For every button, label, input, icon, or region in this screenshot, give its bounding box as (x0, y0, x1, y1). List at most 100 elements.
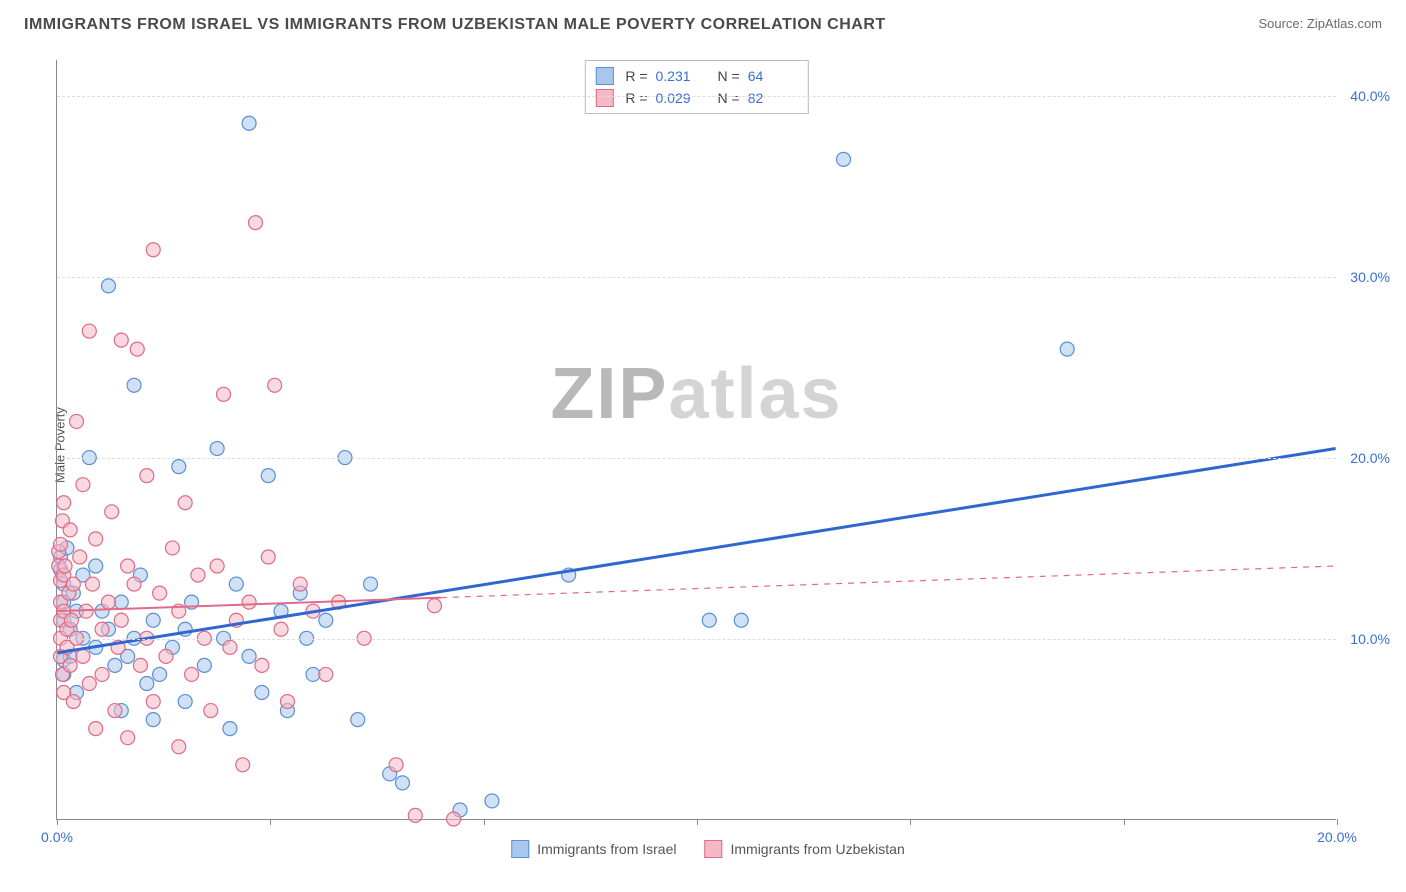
data-point (108, 704, 122, 718)
data-point (427, 599, 441, 613)
y-tick-label: 40.0% (1350, 88, 1390, 104)
legend-swatch (595, 89, 613, 107)
chart-source: Source: ZipAtlas.com (1258, 16, 1382, 31)
n-label: N = (718, 90, 740, 106)
gridline (57, 639, 1336, 640)
data-point (236, 758, 250, 772)
data-point (395, 776, 409, 790)
gridline (57, 96, 1336, 97)
data-point (306, 667, 320, 681)
legend-label: Immigrants from Uzbekistan (730, 841, 904, 857)
legend-swatch (704, 840, 722, 858)
data-point (165, 541, 179, 555)
data-point (89, 559, 103, 573)
data-point (130, 342, 144, 356)
data-point (57, 496, 71, 510)
data-point (351, 713, 365, 727)
data-point (73, 550, 87, 564)
x-tick-label: 20.0% (1317, 829, 1357, 845)
n-label: N = (718, 68, 740, 84)
data-point (364, 577, 378, 591)
data-point (191, 568, 205, 582)
plot-svg (57, 60, 1336, 819)
data-point (153, 586, 167, 600)
data-point (229, 577, 243, 591)
legend-label: Immigrants from Israel (537, 841, 676, 857)
data-point (66, 577, 80, 591)
trend-line (57, 449, 1335, 653)
n-value: 64 (748, 68, 798, 84)
x-tick (1124, 819, 1125, 825)
x-tick-label: 0.0% (41, 829, 73, 845)
data-point (63, 523, 77, 537)
r-value: 0.231 (656, 68, 706, 84)
data-point (140, 469, 154, 483)
data-point (64, 613, 78, 627)
chart-header: IMMIGRANTS FROM ISRAEL VS IMMIGRANTS FRO… (0, 0, 1406, 42)
plot-region: ZIPatlas R =0.231N =64R =0.029N =82 10.0… (56, 60, 1336, 820)
data-point (76, 649, 90, 663)
data-point (274, 622, 288, 636)
gridline (57, 458, 1336, 459)
data-point (319, 667, 333, 681)
data-point (485, 794, 499, 808)
data-point (178, 695, 192, 709)
data-point (146, 613, 160, 627)
data-point (86, 577, 100, 591)
data-point (319, 613, 333, 627)
x-tick (270, 819, 271, 825)
legend-item: Immigrants from Israel (511, 840, 676, 858)
data-point (146, 243, 160, 257)
n-value: 82 (748, 90, 798, 106)
data-point (1060, 342, 1074, 356)
data-point (159, 649, 173, 663)
legend-row: R = 0.029 N = 82 (595, 87, 797, 109)
data-point (408, 808, 422, 822)
data-point (261, 550, 275, 564)
gridline (57, 277, 1336, 278)
y-tick-label: 30.0% (1350, 269, 1390, 285)
data-point (837, 152, 851, 166)
data-point (223, 722, 237, 736)
data-point (223, 640, 237, 654)
data-point (114, 333, 128, 347)
data-point (146, 695, 160, 709)
data-point (133, 658, 147, 672)
y-tick-label: 20.0% (1350, 450, 1390, 466)
data-point (210, 559, 224, 573)
data-point (734, 613, 748, 627)
data-point (121, 731, 135, 745)
data-point (63, 658, 77, 672)
data-point (268, 378, 282, 392)
data-point (114, 613, 128, 627)
data-point (153, 667, 167, 681)
data-point (66, 695, 80, 709)
data-point (105, 505, 119, 519)
r-value: 0.029 (656, 90, 706, 106)
x-tick (57, 819, 58, 825)
data-point (242, 649, 256, 663)
x-tick (910, 819, 911, 825)
data-point (82, 676, 96, 690)
x-tick (1337, 819, 1338, 825)
r-label: R = (625, 90, 647, 106)
data-point (95, 667, 109, 681)
data-point (70, 414, 84, 428)
x-tick (697, 819, 698, 825)
data-point (185, 667, 199, 681)
data-point (54, 537, 68, 551)
data-point (447, 812, 461, 826)
data-point (121, 559, 135, 573)
legend-swatch (595, 67, 613, 85)
data-point (101, 595, 115, 609)
data-point (146, 713, 160, 727)
legend-row: R =0.231N =64 (595, 65, 797, 87)
data-point (255, 658, 269, 672)
data-point (255, 686, 269, 700)
data-point (172, 740, 186, 754)
data-point (127, 577, 141, 591)
data-point (242, 116, 256, 130)
chart-area: Male Poverty ZIPatlas R =0.231N =64R =0.… (50, 60, 1366, 830)
data-point (217, 387, 231, 401)
legend-item: Immigrants from Uzbekistan (704, 840, 904, 858)
